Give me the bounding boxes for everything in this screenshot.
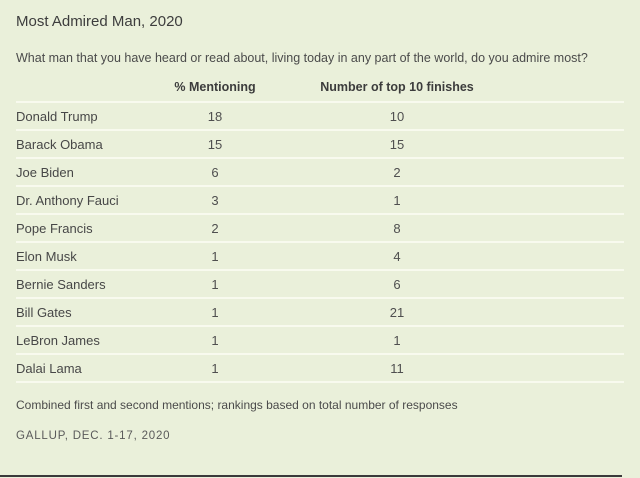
pct-mentioning-value: 15 bbox=[207, 136, 223, 152]
person-name: Bernie Sanders bbox=[16, 276, 106, 292]
table-row: Bill Gates 1 21 bbox=[16, 299, 624, 327]
table-row: Dr. Anthony Fauci 3 1 bbox=[16, 187, 624, 215]
pct-mentioning-value: 1 bbox=[211, 360, 219, 376]
top10-finishes-value: 10 bbox=[389, 108, 405, 124]
top10-finishes-value: 21 bbox=[389, 304, 405, 320]
table-row: Joe Biden 6 2 bbox=[16, 159, 624, 187]
table-row: Donald Trump 18 10 bbox=[16, 103, 624, 131]
table-row: LeBron James 1 1 bbox=[16, 327, 624, 355]
pct-mentioning-value: 3 bbox=[211, 192, 219, 208]
pct-mentioning-value: 1 bbox=[211, 332, 219, 348]
pct-mentioning-value: 2 bbox=[211, 220, 219, 236]
top10-finishes-value: 11 bbox=[390, 360, 404, 376]
top10-finishes-value: 8 bbox=[393, 220, 401, 236]
top10-finishes-value: 6 bbox=[393, 276, 401, 292]
top10-finishes-value: 1 bbox=[393, 192, 401, 208]
table-row: Barack Obama 15 15 bbox=[16, 131, 624, 159]
top10-finishes-value: 1 bbox=[393, 332, 401, 348]
person-name: Barack Obama bbox=[16, 136, 103, 152]
person-name: Dalai Lama bbox=[16, 360, 82, 376]
pct-mentioning-value: 1 bbox=[211, 304, 219, 320]
column-header-pct-mentioning: % Mentioning bbox=[174, 80, 256, 94]
person-name: Bill Gates bbox=[16, 304, 72, 320]
pct-mentioning-value: 6 bbox=[211, 164, 219, 180]
gallup-table-card: Most Admired Man, 2020 What man that you… bbox=[16, 13, 624, 442]
pct-mentioning-value: 18 bbox=[207, 108, 223, 124]
table-row: Pope Francis 2 8 bbox=[16, 215, 624, 243]
table-header-row: % Mentioning Number of top 10 finishes bbox=[16, 80, 624, 103]
pct-mentioning-value: 1 bbox=[211, 248, 219, 264]
bottom-border-line bbox=[0, 475, 622, 477]
source-line: GALLUP, DEC. 1-17, 2020 bbox=[16, 430, 171, 442]
survey-question: What man that you have heard or read abo… bbox=[16, 51, 588, 65]
table-row: Elon Musk 1 4 bbox=[16, 243, 624, 271]
footnote: Combined first and second mentions; rank… bbox=[16, 398, 458, 412]
person-name: Joe Biden bbox=[16, 164, 74, 180]
column-header-top10-finishes: Number of top 10 finishes bbox=[320, 80, 474, 94]
person-name: LeBron James bbox=[16, 332, 100, 348]
person-name: Elon Musk bbox=[16, 248, 77, 264]
pct-mentioning-value: 1 bbox=[211, 276, 219, 292]
top10-finishes-value: 4 bbox=[393, 248, 401, 264]
table-row: Dalai Lama 1 11 bbox=[16, 355, 624, 383]
top10-finishes-value: 2 bbox=[393, 164, 401, 180]
page-title: Most Admired Man, 2020 bbox=[16, 13, 183, 30]
person-name: Donald Trump bbox=[16, 108, 98, 124]
person-name: Dr. Anthony Fauci bbox=[16, 192, 119, 208]
person-name: Pope Francis bbox=[16, 220, 93, 236]
table-row: Bernie Sanders 1 6 bbox=[16, 271, 624, 299]
top10-finishes-value: 15 bbox=[389, 136, 405, 152]
